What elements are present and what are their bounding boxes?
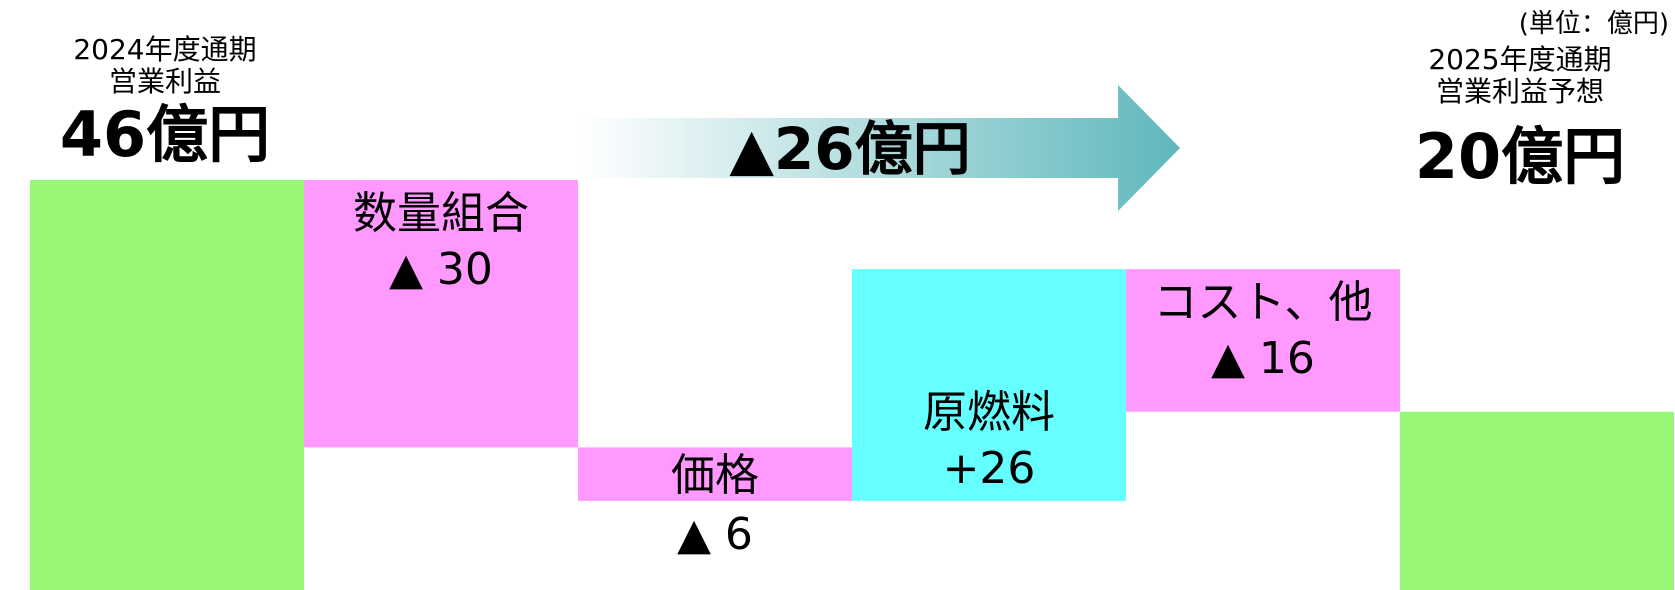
bar-category-2: 価格 [671,450,759,502]
bar-value-4: ▲ 16 [1211,333,1315,385]
bar-3 [852,269,1126,501]
end-period-line2: 営業利益予想 [1435,75,1604,109]
bar-1 [304,180,578,448]
bar-category-4: コスト、他 [1153,277,1373,329]
end-period-line1: 2025年度通期 [1428,43,1612,76]
change-arrow [580,85,1180,211]
bars-group [30,180,1674,590]
bar-label-3: 原燃料 +26 [852,385,1126,497]
bar-category-1: 数量組合 [353,188,529,239]
bar-0 [30,180,304,590]
start-value-label: 46億円 [59,98,271,172]
bar-label-2: 価格 [578,448,852,504]
bar-label-4: コスト、他 ▲ 16 [1126,275,1400,387]
bar-label-1: 数量組合 ▲ 30 [304,186,578,298]
bar-category-3: 原燃料 [923,386,1055,438]
start-period-line2: 営業利益 [108,65,221,99]
bar-4 [1126,269,1400,412]
end-header: 2025年度通期 営業利益予想 20億円 [1385,43,1655,194]
total-change-label: ▲26億円 [729,115,971,183]
bar-2 [578,447,852,501]
unit-note: (単位：億円) [1518,9,1669,39]
start-period-line1: 2024年度通期 [73,33,257,66]
bar-value-3: +26 [942,442,1036,494]
bar-below-value-2: ▲ 6 [677,508,753,560]
bar-value-1: ▲ 30 [389,244,493,295]
end-value-label: 20億円 [1414,120,1626,194]
bar-5 [1400,411,1674,590]
start-header: 2024年度通期 営業利益 46億円 [30,33,300,172]
